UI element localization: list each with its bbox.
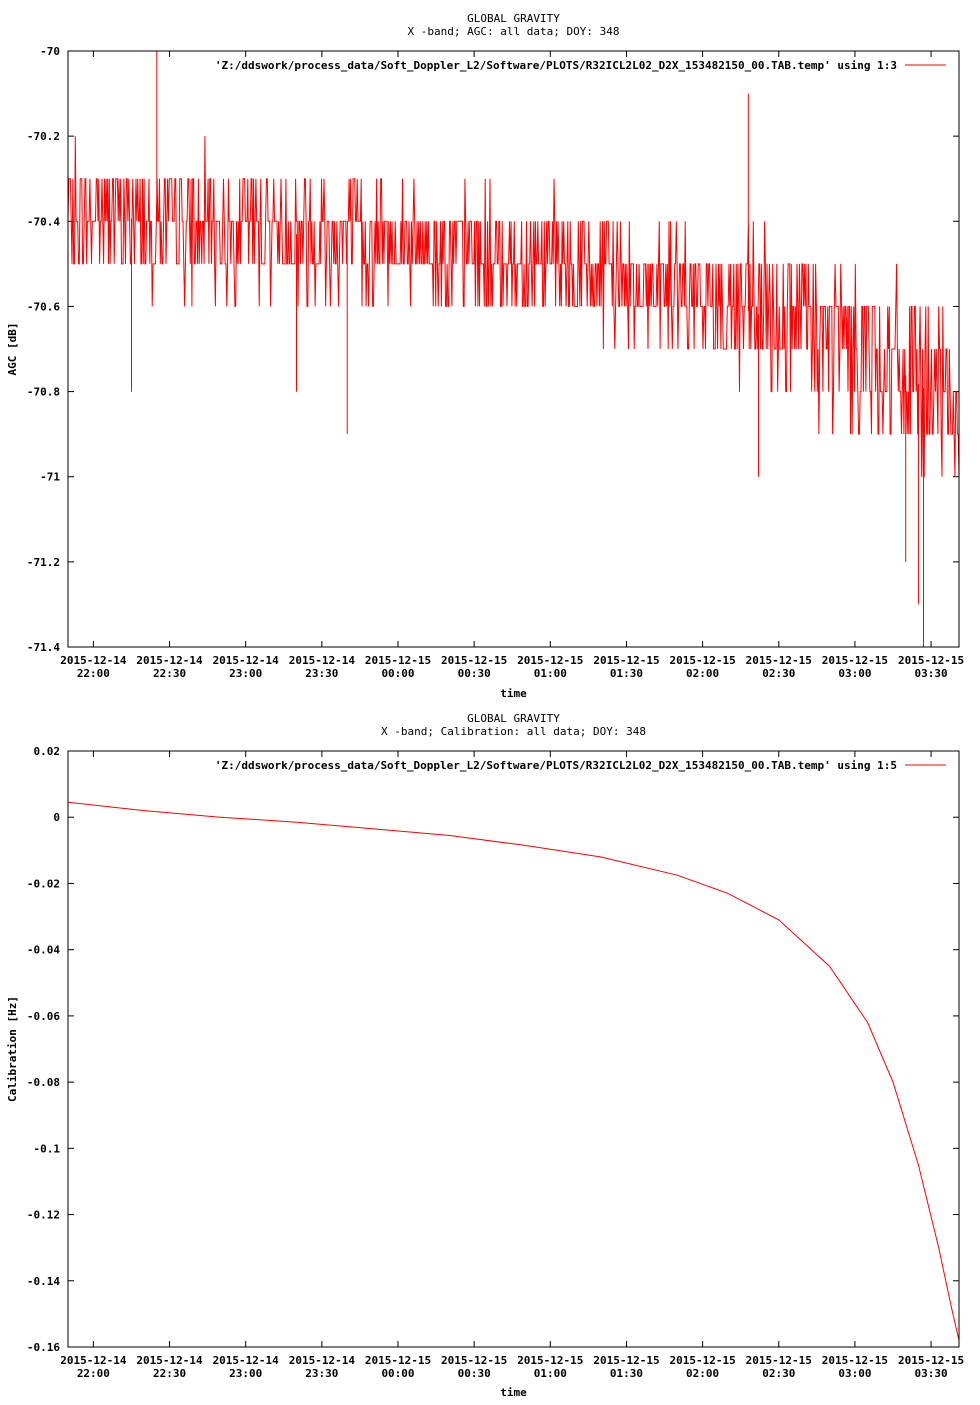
x-tick-date-label: 2015-12-14 [289, 654, 356, 667]
x-tick-time-label: 02:00 [686, 1367, 719, 1380]
y-tick-label: 0 [53, 811, 60, 824]
x-tick-time-label: 22:30 [153, 1367, 186, 1380]
y-axis-label: Calibration [Hz] [6, 996, 19, 1102]
x-tick-time-label: 03:30 [915, 667, 948, 680]
x-tick-date-label: 2015-12-14 [213, 654, 280, 667]
plot-frame [67, 750, 960, 1348]
x-axis-label: time [500, 1386, 527, 1399]
y-tick-label: -0.14 [27, 1275, 60, 1288]
x-tick-date-label: 2015-12-14 [213, 1354, 280, 1367]
y-tick-label: -70 [40, 45, 60, 58]
x-tick-time-label: 22:00 [77, 667, 110, 680]
y-tick-label: -70.8 [27, 386, 60, 399]
x-tick-date-label: 2015-12-15 [822, 1354, 888, 1367]
x-tick-time-label: 00:00 [381, 1367, 414, 1380]
series-line-1 [68, 51, 959, 647]
x-tick-time-label: 02:00 [686, 667, 719, 680]
x-tick-time-label: 23:00 [229, 1367, 262, 1380]
x-tick-time-label: 23:30 [305, 1367, 338, 1380]
y-tick-label: -0.08 [27, 1076, 60, 1089]
x-tick-time-label: 03:00 [838, 667, 871, 680]
chart-subtitle: X -band; AGC: all data; DOY: 348 [408, 25, 620, 38]
x-tick-date-label: 2015-12-15 [669, 1354, 735, 1367]
x-tick-time-label: 02:30 [762, 1367, 795, 1380]
y-tick-label: -0.02 [27, 877, 60, 890]
legend-label: 'Z:/ddswork/process_data/Soft_Doppler_L2… [215, 759, 897, 772]
y-tick-label: -70.4 [27, 215, 60, 228]
x-tick-time-label: 22:00 [77, 1367, 110, 1380]
x-tick-date-label: 2015-12-14 [136, 654, 203, 667]
x-tick-date-label: 2015-12-15 [517, 654, 583, 667]
x-tick-date-label: 2015-12-15 [593, 1354, 659, 1367]
x-tick-time-label: 01:00 [534, 1367, 567, 1380]
x-tick-date-label: 2015-12-15 [593, 654, 659, 667]
x-tick-date-label: 2015-12-15 [365, 1354, 431, 1367]
x-axis-label: time [500, 687, 527, 700]
x-tick-date-label: 2015-12-14 [60, 654, 127, 667]
chart-title: GLOBAL GRAVITY [467, 712, 560, 725]
x-tick-date-label: 2015-12-15 [441, 654, 507, 667]
chart-title: GLOBAL GRAVITY [467, 12, 560, 25]
x-tick-time-label: 01:30 [610, 1367, 643, 1380]
x-tick-date-label: 2015-12-15 [898, 654, 964, 667]
x-tick-date-label: 2015-12-15 [517, 1354, 583, 1367]
y-tick-label: -71.2 [27, 556, 60, 569]
x-tick-time-label: 03:00 [838, 1367, 871, 1380]
x-tick-date-label: 2015-12-14 [136, 1354, 203, 1367]
x-tick-date-label: 2015-12-15 [365, 654, 431, 667]
y-tick-label: -0.06 [27, 1010, 60, 1023]
x-tick-date-label: 2015-12-15 [822, 654, 888, 667]
y-tick-label: -0.1 [34, 1142, 61, 1155]
series-line-1 [68, 801, 959, 1341]
y-tick-label: 0.02 [34, 745, 61, 758]
x-tick-date-label: 2015-12-14 [60, 1354, 127, 1367]
plot-frame [67, 50, 960, 648]
y-tick-label: -0.16 [27, 1341, 60, 1354]
x-tick-date-label: 2015-12-15 [441, 1354, 507, 1367]
y-tick-label: -0.04 [27, 944, 60, 957]
x-tick-date-label: 2015-12-14 [289, 1354, 356, 1367]
y-tick-label: -70.2 [27, 130, 60, 143]
y-tick-label: -71.4 [27, 641, 60, 654]
y-tick-label: -70.6 [27, 300, 60, 313]
x-tick-time-label: 01:30 [610, 667, 643, 680]
x-tick-date-label: 2015-12-15 [746, 654, 812, 667]
x-tick-time-label: 00:30 [458, 667, 491, 680]
x-tick-time-label: 23:00 [229, 667, 262, 680]
x-tick-time-label: 02:30 [762, 667, 795, 680]
x-tick-time-label: 00:30 [458, 1367, 491, 1380]
x-tick-time-label: 00:00 [381, 667, 414, 680]
y-tick-label: -0.12 [27, 1209, 60, 1222]
x-tick-time-label: 03:30 [915, 1367, 948, 1380]
x-tick-date-label: 2015-12-15 [669, 654, 735, 667]
chart-subtitle: X -band; Calibration: all data; DOY: 348 [381, 725, 646, 738]
y-tick-label: -71 [40, 471, 60, 484]
y-axis-label: AGC [dB] [6, 323, 19, 376]
x-tick-time-label: 23:30 [305, 667, 338, 680]
x-tick-time-label: 01:00 [534, 667, 567, 680]
x-tick-date-label: 2015-12-15 [898, 1354, 964, 1367]
legend-label: 'Z:/ddswork/process_data/Soft_Doppler_L2… [215, 59, 897, 72]
x-tick-date-label: 2015-12-15 [746, 1354, 812, 1367]
x-tick-time-label: 22:30 [153, 667, 186, 680]
